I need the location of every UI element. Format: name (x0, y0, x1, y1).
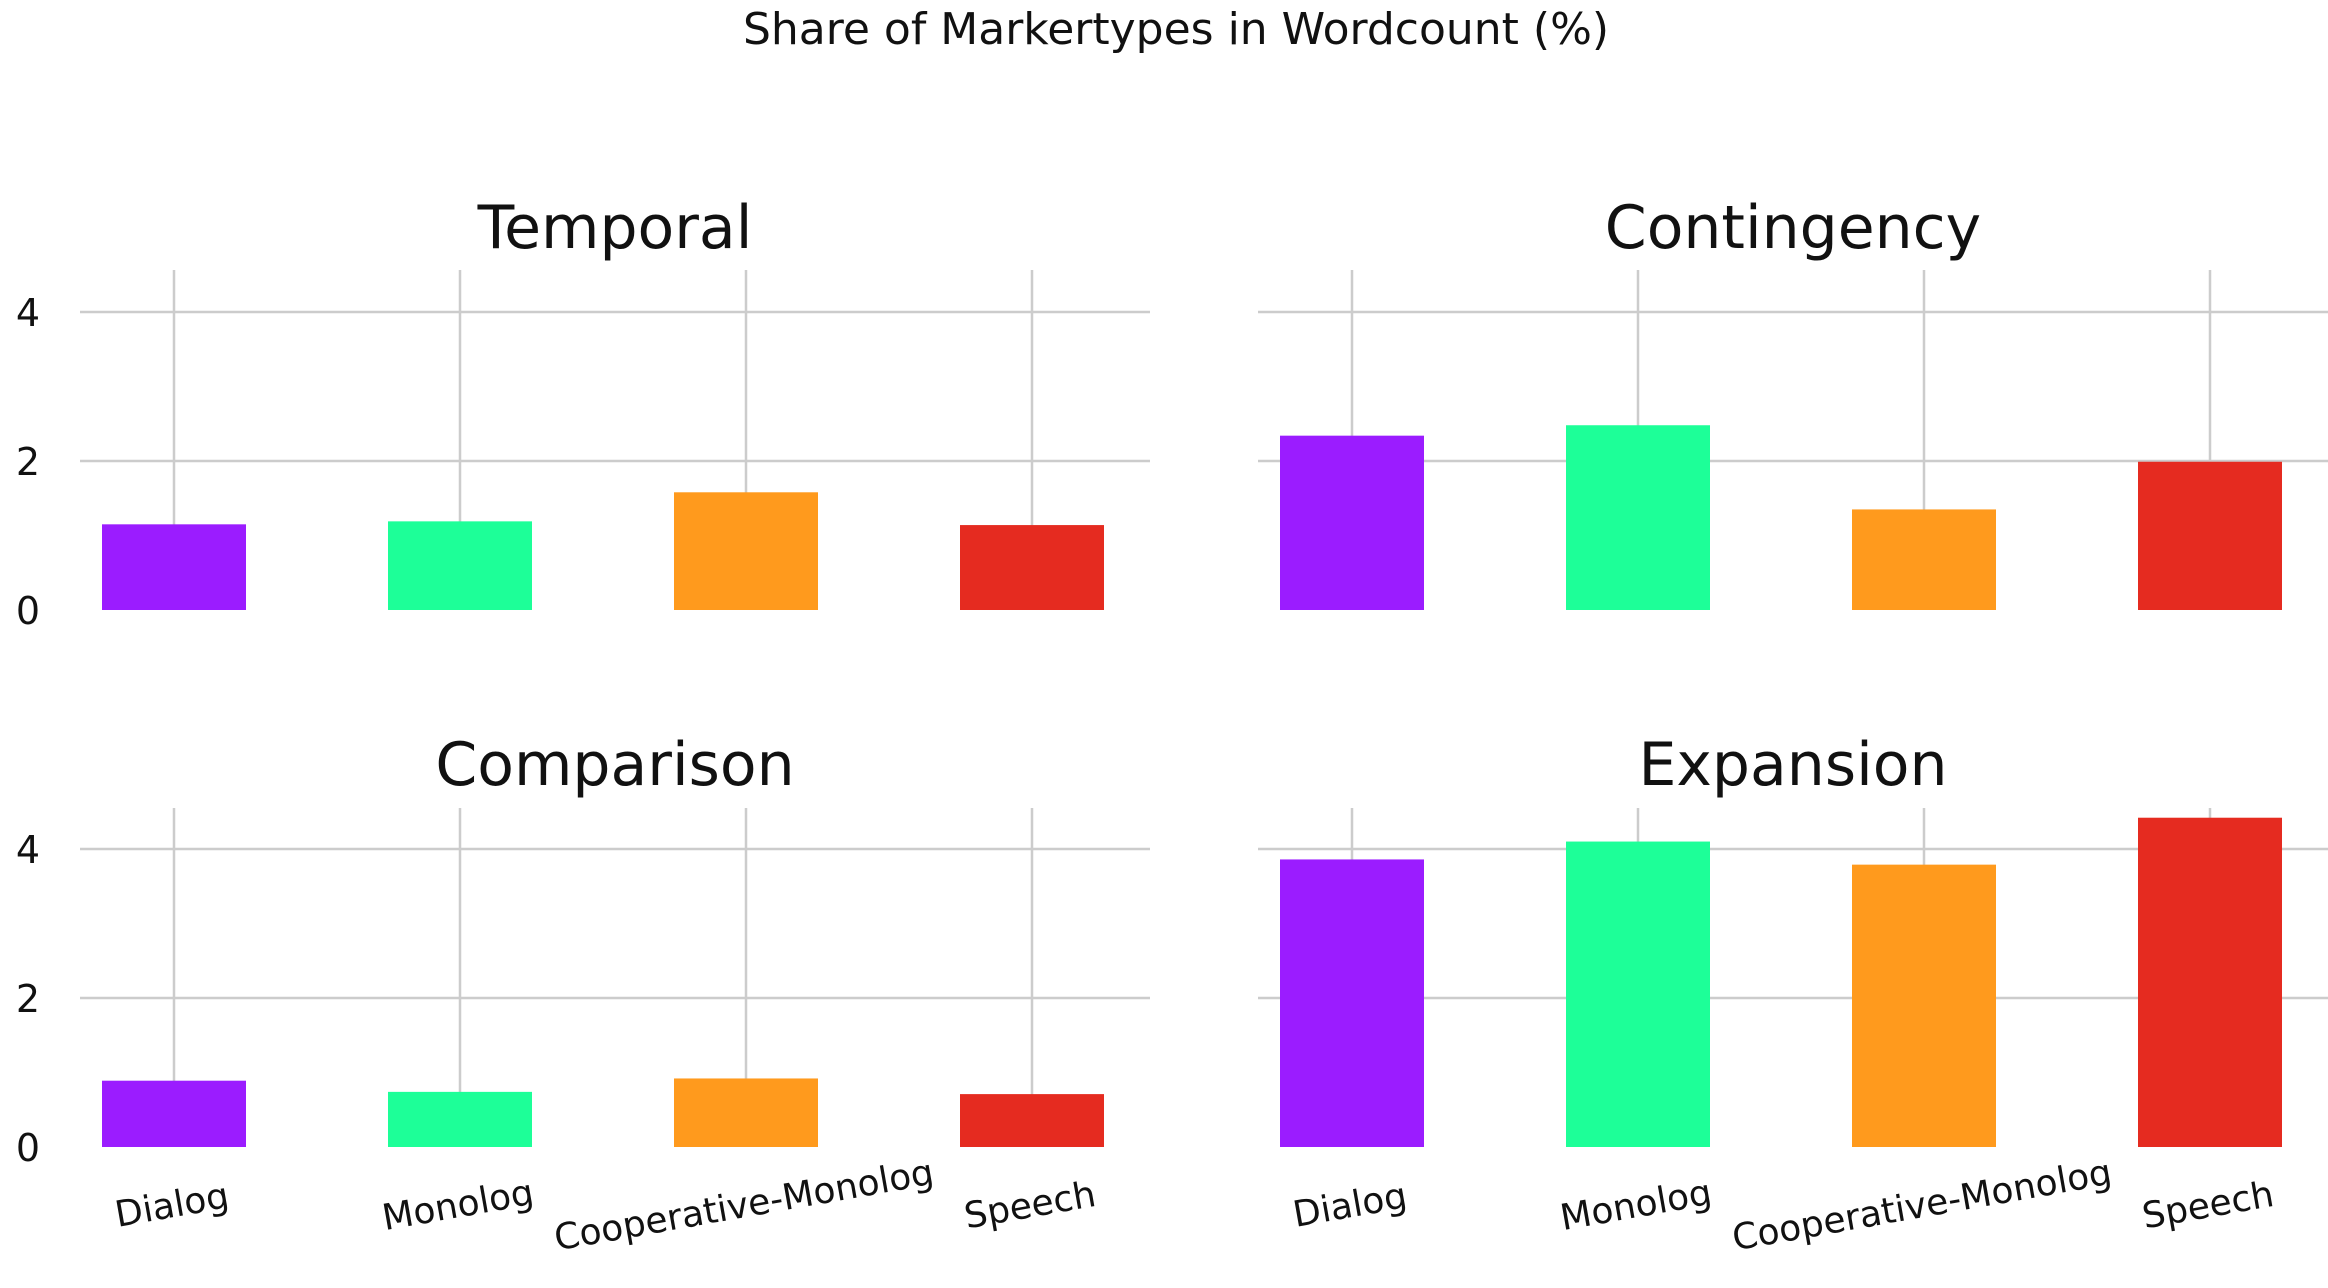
bar-cooperative-monolog (674, 492, 818, 610)
x-tick-label: Cooperative-Monolog (1729, 1152, 2115, 1259)
panel-title: Contingency (1605, 193, 1981, 263)
x-tick-label: Cooperative-Monolog (551, 1152, 937, 1259)
bar-monolog (388, 1091, 532, 1147)
bar-monolog (388, 521, 532, 610)
y-tick-label: 0 (16, 1126, 40, 1170)
bar-monolog (1566, 425, 1710, 610)
bar-speech (960, 1094, 1104, 1147)
x-tick-label: Dialog (1290, 1176, 1410, 1236)
bar-dialog (1280, 435, 1424, 610)
bar-dialog (102, 1080, 246, 1147)
x-tick-label: Speech (961, 1174, 1099, 1237)
y-tick-label: 2 (16, 977, 40, 1021)
panel-title: Comparison (435, 730, 794, 800)
x-tick-label: Speech (2139, 1174, 2277, 1237)
bar-dialog (102, 524, 246, 610)
panel-title: Expansion (1639, 730, 1948, 800)
bar-monolog (1566, 841, 1710, 1147)
bar-dialog (1280, 859, 1424, 1147)
panel-comparison: Comparison 0 2 4 Dialog Monolog Cooperative-Mo… (16, 730, 1150, 1259)
panel-expansion: Expansion Dialog Monolog Cooperative-Monolo… (1258, 730, 2328, 1259)
bar-speech (2138, 461, 2282, 610)
panel-contingency: Contingency (1258, 193, 2328, 610)
x-tick-label: Monolog (1557, 1172, 1715, 1239)
bar-cooperative-monolog (674, 1078, 818, 1147)
x-tick-label: Dialog (112, 1176, 232, 1236)
chart-title: Share of Markertypes in Wordcount (%) (743, 4, 1609, 55)
x-tick-label: Monolog (379, 1172, 537, 1239)
y-tick-label: 4 (16, 828, 40, 872)
panel-title: Temporal (477, 193, 753, 263)
panel-temporal: Temporal 0 2 4 (16, 193, 1150, 633)
y-tick-label: 2 (16, 440, 40, 484)
bar-cooperative-monolog (1852, 509, 1996, 610)
bar-cooperative-monolog (1852, 864, 1996, 1147)
y-tick-label: 4 (16, 291, 40, 335)
bar-speech (2138, 817, 2282, 1147)
bar-speech (960, 525, 1104, 610)
y-tick-label: 0 (16, 589, 40, 633)
